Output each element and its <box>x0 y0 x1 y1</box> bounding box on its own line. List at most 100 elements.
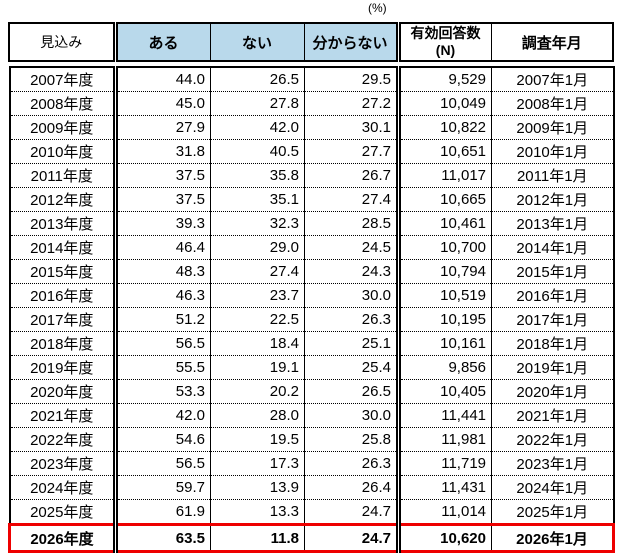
valid-n-cell: 10,620 <box>396 523 492 553</box>
table-row: 2021年度 42.0 28.0 30.0 11,441 2021年1月 <box>9 403 614 428</box>
percent-unit-label: (%) <box>368 1 387 15</box>
year-cell: 2024年度 <box>9 475 116 500</box>
no-value-cell: 40.5 <box>210 139 305 164</box>
no-value-cell: 18.4 <box>210 331 305 356</box>
dont-know-value-cell: 30.0 <box>304 283 399 308</box>
valid-n-cell: 11,017 <box>396 163 492 188</box>
no-value-cell: 27.4 <box>210 259 305 284</box>
table-row: 2016年度 46.3 23.7 30.0 10,519 2016年1月 <box>9 283 614 308</box>
valid-n-cell: 10,405 <box>396 379 492 404</box>
yes-value-cell: 46.3 <box>113 283 211 308</box>
no-value-cell: 13.9 <box>210 475 305 500</box>
no-value-cell: 19.1 <box>210 355 305 380</box>
no-value-cell: 23.7 <box>210 283 305 308</box>
year-cell: 2008年度 <box>9 91 116 116</box>
table-row: 2025年度 61.9 13.3 24.7 11,014 2025年1月 <box>9 499 614 525</box>
table-row: 2015年度 48.3 27.4 24.3 10,794 2015年1月 <box>9 259 614 284</box>
dont-know-value-cell: 27.4 <box>304 187 399 212</box>
survey-date-cell: 2011年1月 <box>491 163 614 188</box>
no-value-cell: 19.5 <box>210 427 305 452</box>
yes-value-cell: 48.3 <box>113 259 211 284</box>
year-cell: 2011年度 <box>9 163 116 188</box>
survey-date-cell: 2016年1月 <box>491 283 614 308</box>
survey-date-cell: 2014年1月 <box>491 235 614 260</box>
valid-n-cell: 10,651 <box>396 139 492 164</box>
table-row: 2014年度 46.4 29.0 24.5 10,700 2014年1月 <box>9 235 614 260</box>
valid-n-cell: 10,822 <box>396 115 492 140</box>
dont-know-value-cell: 26.3 <box>304 307 399 332</box>
valid-n-cell: 10,461 <box>396 211 492 236</box>
survey-date-cell: 2013年1月 <box>491 211 614 236</box>
year-cell: 2019年度 <box>9 355 116 380</box>
survey-date-cell: 2023年1月 <box>491 451 614 476</box>
valid-n-cell: 11,441 <box>396 403 492 428</box>
valid-n-cell: 11,014 <box>396 499 492 525</box>
valid-n-cell: 9,529 <box>396 67 492 92</box>
yes-value-cell: 53.3 <box>113 379 211 404</box>
survey-date-cell: 2007年1月 <box>491 67 614 92</box>
header-dont-know: 分からない <box>303 22 399 62</box>
survey-date-cell: 2015年1月 <box>491 259 614 284</box>
no-value-cell: 22.5 <box>210 307 305 332</box>
table-row: 2018年度 56.5 18.4 25.1 10,161 2018年1月 <box>9 331 614 356</box>
valid-n-cell: 10,161 <box>396 331 492 356</box>
no-value-cell: 27.8 <box>210 91 305 116</box>
no-value-cell: 20.2 <box>210 379 305 404</box>
survey-date-cell: 2021年1月 <box>491 403 614 428</box>
yes-value-cell: 31.8 <box>113 139 211 164</box>
table-header: 見込み ある ない 分からない 有効回答数 (N) 調査年月 <box>8 22 614 62</box>
year-cell: 2007年度 <box>9 67 116 92</box>
no-value-cell: 26.5 <box>210 67 305 92</box>
table-row: 2023年度 56.5 17.3 26.3 11,719 2023年1月 <box>9 451 614 476</box>
year-cell: 2010年度 <box>9 139 116 164</box>
year-cell: 2013年度 <box>9 211 116 236</box>
yes-value-cell: 56.5 <box>113 331 211 356</box>
survey-date-cell: 2024年1月 <box>491 475 614 500</box>
survey-date-cell: 2020年1月 <box>491 379 614 404</box>
dont-know-value-cell: 26.3 <box>304 451 399 476</box>
table-row: 2011年度 37.5 35.8 26.7 11,017 2011年1月 <box>9 163 614 188</box>
survey-date-cell: 2010年1月 <box>491 139 614 164</box>
header-outlook: 見込み <box>8 22 116 62</box>
year-cell: 2017年度 <box>9 307 116 332</box>
year-cell: 2021年度 <box>9 403 116 428</box>
dont-know-value-cell: 28.5 <box>304 211 399 236</box>
survey-date-cell: 2009年1月 <box>491 115 614 140</box>
year-cell: 2020年度 <box>9 379 116 404</box>
table-row: 2009年度 27.9 42.0 30.1 10,822 2009年1月 <box>9 115 614 140</box>
no-value-cell: 17.3 <box>210 451 305 476</box>
survey-date-cell: 2026年1月 <box>491 523 615 553</box>
yes-value-cell: 37.5 <box>113 187 211 212</box>
no-value-cell: 32.3 <box>210 211 305 236</box>
header-valid-n: 有効回答数 (N) <box>395 22 492 62</box>
table-row: 2010年度 31.8 40.5 27.7 10,651 2010年1月 <box>9 139 614 164</box>
dont-know-value-cell: 24.7 <box>304 523 399 553</box>
yes-value-cell: 37.5 <box>113 163 211 188</box>
no-value-cell: 13.3 <box>210 499 305 525</box>
table-row: 2013年度 39.3 32.3 28.5 10,461 2013年1月 <box>9 211 614 236</box>
dont-know-value-cell: 27.2 <box>304 91 399 116</box>
table-row: 2022年度 54.6 19.5 25.8 11,981 2022年1月 <box>9 427 614 452</box>
valid-n-cell: 10,665 <box>396 187 492 212</box>
dont-know-value-cell: 30.1 <box>304 115 399 140</box>
dont-know-value-cell: 25.4 <box>304 355 399 380</box>
survey-date-cell: 2012年1月 <box>491 187 614 212</box>
survey-date-cell: 2025年1月 <box>491 499 614 525</box>
dont-know-value-cell: 25.8 <box>304 427 399 452</box>
dont-know-value-cell: 24.7 <box>304 499 399 525</box>
year-cell: 2015年度 <box>9 259 116 284</box>
survey-date-cell: 2018年1月 <box>491 331 614 356</box>
yes-value-cell: 39.3 <box>113 211 211 236</box>
no-value-cell: 42.0 <box>210 115 305 140</box>
table-row: 2007年度 44.0 26.5 29.5 9,529 2007年1月 <box>9 67 614 92</box>
valid-n-cell: 10,049 <box>396 91 492 116</box>
yes-value-cell: 44.0 <box>113 67 211 92</box>
no-value-cell: 35.1 <box>210 187 305 212</box>
dont-know-value-cell: 30.0 <box>304 403 399 428</box>
yes-value-cell: 56.5 <box>113 451 211 476</box>
valid-n-cell: 9,856 <box>396 355 492 380</box>
table-row: 2019年度 55.5 19.1 25.4 9,856 2019年1月 <box>9 355 614 380</box>
dont-know-value-cell: 29.5 <box>304 67 399 92</box>
table-row: 2017年度 51.2 22.5 26.3 10,195 2017年1月 <box>9 307 614 332</box>
